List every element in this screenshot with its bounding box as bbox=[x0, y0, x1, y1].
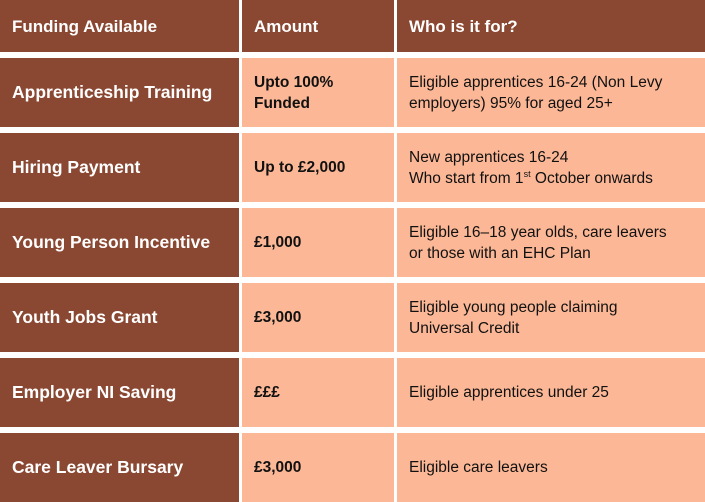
row-who-employer-ni-saving: Eligible apprentices under 25 bbox=[397, 358, 705, 427]
row-name-employer-ni-saving: Employer NI Saving bbox=[0, 358, 239, 427]
row-amount-young-person-incentive: £1,000 bbox=[242, 208, 394, 277]
amount-line-2: Funded bbox=[254, 94, 310, 112]
who-text: Eligible apprentices under 25 bbox=[409, 384, 609, 401]
row-name-young-person-incentive: Young Person Incentive bbox=[0, 208, 239, 277]
amount-value: £3,000 bbox=[254, 459, 302, 476]
ordinal-suffix: st bbox=[523, 168, 531, 179]
funding-name: Young Person Incentive bbox=[12, 232, 211, 252]
amount-value: £3,000 bbox=[254, 309, 302, 326]
who-line-2-post: October onwards bbox=[530, 169, 653, 187]
amount-value: £££ bbox=[254, 384, 280, 401]
row-who-care-leaver-bursary: Eligible care leavers bbox=[397, 433, 705, 502]
header-funding-available-label: Funding Available bbox=[12, 16, 158, 36]
who-line-2: or those with an EHC Plan bbox=[409, 244, 591, 262]
row-who-hiring-payment: New apprentices 16-24 Who start from 1st… bbox=[397, 133, 705, 202]
row-amount-employer-ni-saving: £££ bbox=[242, 358, 394, 427]
row-name-care-leaver-bursary: Care Leaver Bursary bbox=[0, 433, 239, 502]
row-amount-care-leaver-bursary: £3,000 bbox=[242, 433, 394, 502]
who-line-2-pre: Who start from 1 bbox=[409, 169, 524, 187]
header-amount: Amount bbox=[242, 0, 394, 52]
row-who-youth-jobs-grant: Eligible young people claiming Universal… bbox=[397, 283, 705, 352]
row-amount-youth-jobs-grant: £3,000 bbox=[242, 283, 394, 352]
funding-name: Care Leaver Bursary bbox=[12, 457, 184, 477]
funding-name: Apprenticeship Training bbox=[12, 82, 213, 102]
row-who-apprenticeship-training: Eligible apprentices 16-24 (Non Levy emp… bbox=[397, 58, 705, 127]
who-line-2: Who start from 1st October onwards bbox=[409, 168, 653, 189]
funding-name: Hiring Payment bbox=[12, 157, 141, 177]
funding-name: Youth Jobs Grant bbox=[12, 307, 158, 327]
who-line-1: Eligible young people claiming bbox=[409, 298, 618, 316]
who-line-2: Universal Credit bbox=[409, 319, 520, 337]
who-line-1: New apprentices 16-24 bbox=[409, 148, 569, 166]
funding-name: Employer NI Saving bbox=[12, 382, 177, 402]
row-amount-hiring-payment: Up to £2,000 bbox=[242, 133, 394, 202]
row-amount-apprenticeship-training: Upto 100% Funded bbox=[242, 58, 394, 127]
row-who-young-person-incentive: Eligible 16–18 year olds, care leavers o… bbox=[397, 208, 705, 277]
who-text: Eligible care leavers bbox=[409, 459, 548, 476]
who-line-1: Eligible 16–18 year olds, care leavers bbox=[409, 223, 667, 241]
header-amount-label: Amount bbox=[254, 16, 319, 36]
header-who: Who is it for? bbox=[397, 0, 705, 52]
row-name-hiring-payment: Hiring Payment bbox=[0, 133, 239, 202]
header-funding-available: Funding Available bbox=[0, 0, 239, 52]
amount-value: Up to £2,000 bbox=[254, 159, 346, 176]
row-name-youth-jobs-grant: Youth Jobs Grant bbox=[0, 283, 239, 352]
amount-line-1: Upto 100% bbox=[254, 73, 334, 91]
header-who-label: Who is it for? bbox=[409, 16, 518, 36]
amount-value: £1,000 bbox=[254, 234, 302, 251]
who-line-1: Eligible apprentices 16-24 (Non Levy bbox=[409, 73, 663, 91]
row-name-apprenticeship-training: Apprenticeship Training bbox=[0, 58, 239, 127]
who-line-2: employers) 95% for aged 25+ bbox=[409, 94, 613, 112]
